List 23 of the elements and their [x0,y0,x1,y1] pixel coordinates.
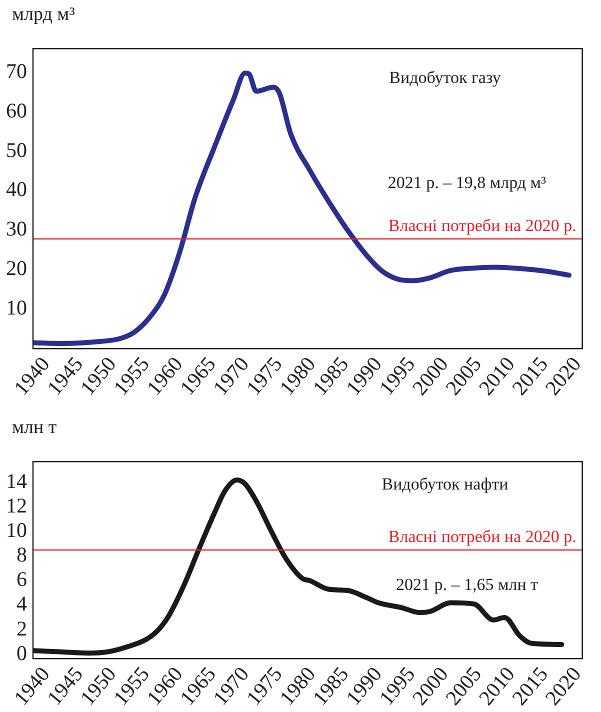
y-axis-title: млн т [11,416,58,440]
y-tick-label: 4 [16,592,28,616]
y-tick-label: 12 [6,494,27,518]
y-tick-label: 2 [16,616,27,640]
y-tick-label: 70 [6,58,27,83]
annotation: 2021 р. – 1,65 млн т [396,575,539,594]
y-tick-label: 14 [6,468,28,493]
annotation: 2021 р. – 19,8 млрд м³ [388,173,546,192]
ref-line-label: Власні потреби на 2020 р. [388,526,576,546]
y-tick-label: 30 [6,216,27,241]
y-tick-label: 0 [16,640,27,665]
y-tick-label: 6 [16,567,27,592]
annotation: Видобуток нафти [382,474,508,494]
y-tick-label: 60 [6,98,27,122]
annotation: Видобуток газу [389,68,502,88]
y-tick-label: 10 [6,296,27,320]
y-axis-title: млрд м³ [11,3,76,27]
y-tick-label: 8 [16,542,27,567]
y-tick-label: 40 [6,177,27,202]
ref-line-label: Власні потреби на 2020 р. [388,216,576,235]
y-tick-label: 10 [6,518,27,542]
y-tick-label: 50 [6,138,27,162]
y-tick-label: 20 [6,256,27,280]
